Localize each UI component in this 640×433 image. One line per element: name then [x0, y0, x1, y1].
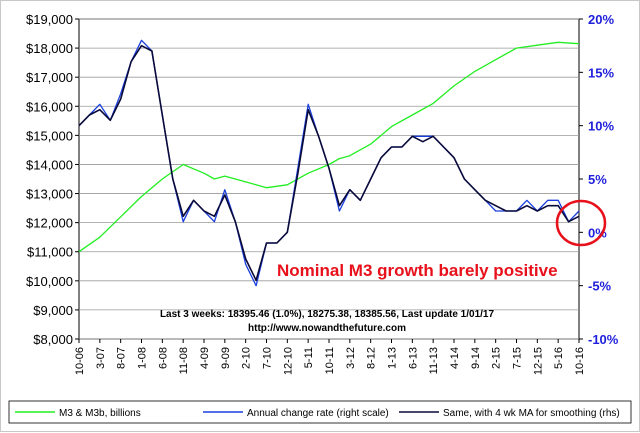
- x-tick-label: 10-11: [324, 347, 336, 374]
- note-last-weeks: Last 3 weeks: 18395.46 (1.0%), 18275.38,…: [160, 309, 495, 320]
- x-tick-label: 6-13: [407, 347, 419, 369]
- y-right-tick-label: 10%: [588, 119, 614, 134]
- x-tick-label: 4-14: [449, 347, 461, 369]
- y-right-tick-label: 20%: [588, 12, 614, 27]
- y-left-tick-label: $17,000: [26, 70, 73, 85]
- y-left-tick-label: $18,000: [26, 41, 73, 56]
- x-tick-label: 2-10: [241, 347, 253, 369]
- legend: M3 & M3b, billions Annual change rate (r…: [8, 400, 632, 424]
- x-tick-label: 11-13: [428, 347, 440, 374]
- legend-label-ma: Same, with 4 wk MA for smoothing (rhs): [443, 408, 620, 419]
- legend-box: [8, 400, 632, 424]
- y-left-tick-label: $10,000: [26, 274, 73, 289]
- x-tick-label: 6-08: [157, 347, 169, 369]
- x-tick-label: 10-16: [574, 347, 586, 375]
- x-tick-label: 5-16: [553, 347, 565, 369]
- y-right-tick-label: 5%: [588, 172, 607, 187]
- x-tick-label: 7-15: [512, 347, 524, 369]
- x-tick-label: 2-15: [491, 347, 503, 369]
- y-left-tick-label: $13,000: [26, 187, 73, 202]
- x-tick-label: 8-07: [116, 347, 128, 369]
- x-tick-label: 9-14: [470, 347, 482, 369]
- y-right-tick-label: -5%: [588, 279, 612, 294]
- y-left-tick-label: $15,000: [26, 128, 73, 143]
- y-left-tick-label: $11,000: [27, 245, 73, 260]
- x-tick-label: 8-12: [366, 347, 378, 369]
- series-group: [78, 39, 580, 287]
- x-tick-label: 3-07: [95, 347, 107, 369]
- y-left-tick-label: $16,000: [26, 99, 73, 114]
- x-tick-label: 12-15: [532, 347, 544, 375]
- y-left-tick-label: $8,000: [33, 332, 73, 347]
- x-tick-label: 3-12: [345, 347, 357, 369]
- x-tick-label: 9-09: [220, 347, 232, 369]
- y-left-tick-label: $19,000: [26, 12, 73, 27]
- legend-label-rate: Annual change rate (right scale): [247, 408, 389, 419]
- legend-label-m3: M3 & M3b, billions: [59, 408, 141, 419]
- x-tick-label: 12-10: [282, 347, 294, 375]
- y-right-tick-label: 15%: [588, 65, 614, 80]
- y-left-tick-label: $12,000: [26, 216, 73, 231]
- y-left-tick-label: $14,000: [26, 157, 73, 172]
- x-axis: 10-06 3-07 8-07 1-08 6-08 11-08 4-09 9-09 2-10 7-…: [74, 339, 586, 375]
- y-axis-left: $8,000 $9,000 $10,000 $11,000 $12,000 $13,000…: [26, 12, 79, 347]
- y-right-tick-label: -10%: [588, 332, 619, 347]
- highlight-circle: [555, 199, 607, 247]
- x-tick-label: 1-08: [137, 347, 149, 369]
- series-line-0: [78, 41, 580, 253]
- y-left-tick-label: $9,000: [33, 303, 73, 318]
- x-tick-label: 5-11: [303, 347, 315, 368]
- x-tick-label: 11-08: [178, 347, 190, 374]
- y-right-tick-label: 0%: [588, 225, 607, 240]
- note-url: http://www.nowandthefuture.com: [248, 323, 406, 334]
- series-line-2: [78, 44, 580, 282]
- x-tick-label: 10-06: [74, 347, 86, 375]
- x-tick-label: 1-13: [387, 347, 399, 369]
- x-tick-label: 7-10: [262, 347, 274, 369]
- x-tick-label: 4-09: [199, 347, 211, 369]
- y-axis-right: -10% -5% 0% 5% 10% 15% 20%: [579, 12, 619, 347]
- annotation-text: Nominal M3 growth barely positive: [277, 261, 558, 280]
